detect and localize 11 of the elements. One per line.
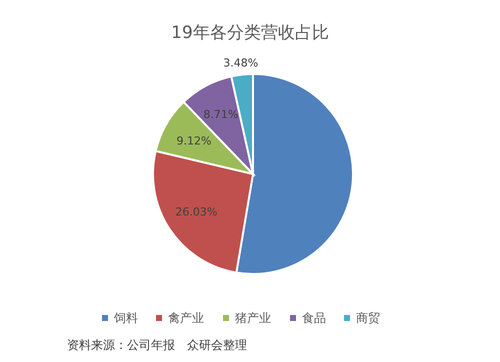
legend-label: 猪产业 xyxy=(235,311,271,325)
data-label: 26.03% xyxy=(175,206,218,219)
legend-label: 饲料 xyxy=(113,311,138,325)
legend-label: 禽产业 xyxy=(168,311,204,325)
data-label: 9.12% xyxy=(176,134,212,148)
data-label: 8.71% xyxy=(203,108,238,122)
legend-label: 商贸 xyxy=(356,311,380,325)
text: 资料来源：公司年报 众研会整理 xyxy=(67,338,247,352)
data-label: 3.48% xyxy=(223,56,258,70)
legend-label: 食品 xyxy=(302,311,326,325)
chart-title: 19年各分类营收占比 xyxy=(171,23,329,43)
